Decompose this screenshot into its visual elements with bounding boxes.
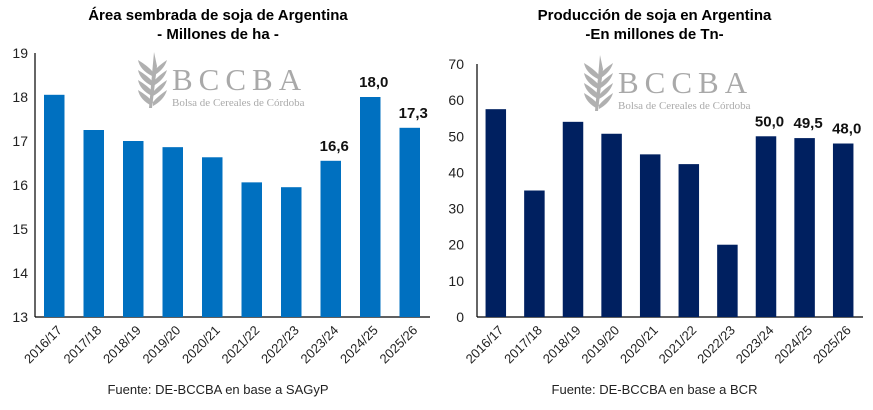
y-tick-label: 13 [12,309,28,325]
bar-2019-20 [162,147,183,317]
chart-title: Producción de soja en Argentina [537,7,772,24]
x-tick-label: 2016/17 [21,323,65,367]
y-tick-label: 18 [12,89,28,105]
bar-2020-21 [639,154,661,317]
watermark-name: Bolsa de Cereales de Córdoba [172,97,305,109]
chart-title: Área sembrada de soja de Argentina [88,7,348,24]
bar-2018-19 [562,121,584,317]
bar-2018-19 [123,141,144,317]
x-tick-label: 2020/21 [617,323,661,367]
bar-2020-21 [202,157,223,317]
bar-2017-18 [524,190,545,317]
watermark-acronym: BCCBA [172,62,307,97]
bar-2024-25 [794,138,815,317]
wheat-leaf-icon [138,52,167,108]
data-label: 49,5 [793,115,822,132]
y-tick-label: 60 [448,92,464,108]
y-tick-label: 30 [448,201,464,217]
bar-2023-24 [320,160,341,317]
bar-2022-23 [717,244,738,317]
x-tick-label: 2023/24 [733,323,777,367]
bar-2025-26 [832,143,854,317]
y-tick-label: 50 [448,128,464,144]
x-tick-label: 2025/26 [810,323,854,367]
x-tick-label: 2022/23 [694,323,738,367]
bar-2016-17 [44,94,65,317]
y-tick-label: 14 [12,265,28,281]
watermark-acronym: BCCBA [618,65,753,100]
watermark-name: Bolsa de Cereales de Córdoba [618,100,751,112]
data-label: 16,6 [320,138,349,155]
x-tick-label: 2021/22 [656,323,700,367]
y-tick-label: 0 [456,309,464,325]
data-label: 48,0 [832,121,861,138]
x-tick-label: 2018/19 [540,323,584,367]
chart-subtitle: - Millones de ha - [157,26,279,43]
bar-2023-24 [755,136,777,317]
wheat-leaf-icon [584,55,613,111]
x-tick-label: 2016/17 [463,323,507,367]
bar-2021-22 [678,164,700,317]
x-tick-label: 2017/18 [501,323,545,367]
x-tick-label: 2020/21 [179,323,223,367]
bar-2019-20 [601,133,622,317]
x-tick-label: 2018/19 [100,323,144,367]
y-tick-label: 20 [448,237,464,253]
chart-area-sembrada: Área sembrada de soja de Argentina - Mil… [0,0,436,410]
data-label: 18,0 [359,74,388,91]
x-tick-label: 2019/20 [578,323,622,367]
bar-2016-17 [485,109,507,317]
y-tick-label: 16 [12,177,28,193]
y-tick-label: 70 [448,56,464,72]
bar-2017-18 [83,130,104,317]
x-tick-label: 2017/18 [61,323,105,367]
bar-2022-23 [281,187,302,317]
y-tick-label: 40 [448,164,464,180]
bar-2021-22 [241,182,262,317]
data-label: 50,0 [755,113,784,130]
x-tick-label: 2024/25 [337,323,381,367]
x-tick-label: 2023/24 [298,323,342,367]
bar-2025-26 [399,127,420,317]
chart-source: Fuente: DE-BCCBA en base a BCR [551,382,758,397]
chart-subtitle: -En millones de Tn- [585,26,724,43]
chart-produccion: Producción de soja en Argentina -En mill… [436,0,873,410]
y-tick-label: 15 [12,221,28,237]
x-tick-label: 2025/26 [377,323,421,367]
bar-2024-25 [360,97,381,317]
y-tick-label: 10 [448,273,464,289]
y-tick-label: 17 [12,133,28,149]
x-tick-label: 2021/22 [219,323,263,367]
y-tick-label: 19 [12,45,28,61]
x-tick-label: 2024/25 [771,323,815,367]
x-tick-label: 2019/20 [140,323,184,367]
chart-source: Fuente: DE-BCCBA en base a SAGyP [107,382,329,397]
x-tick-label: 2022/23 [258,323,302,367]
data-label: 17,3 [399,105,428,122]
